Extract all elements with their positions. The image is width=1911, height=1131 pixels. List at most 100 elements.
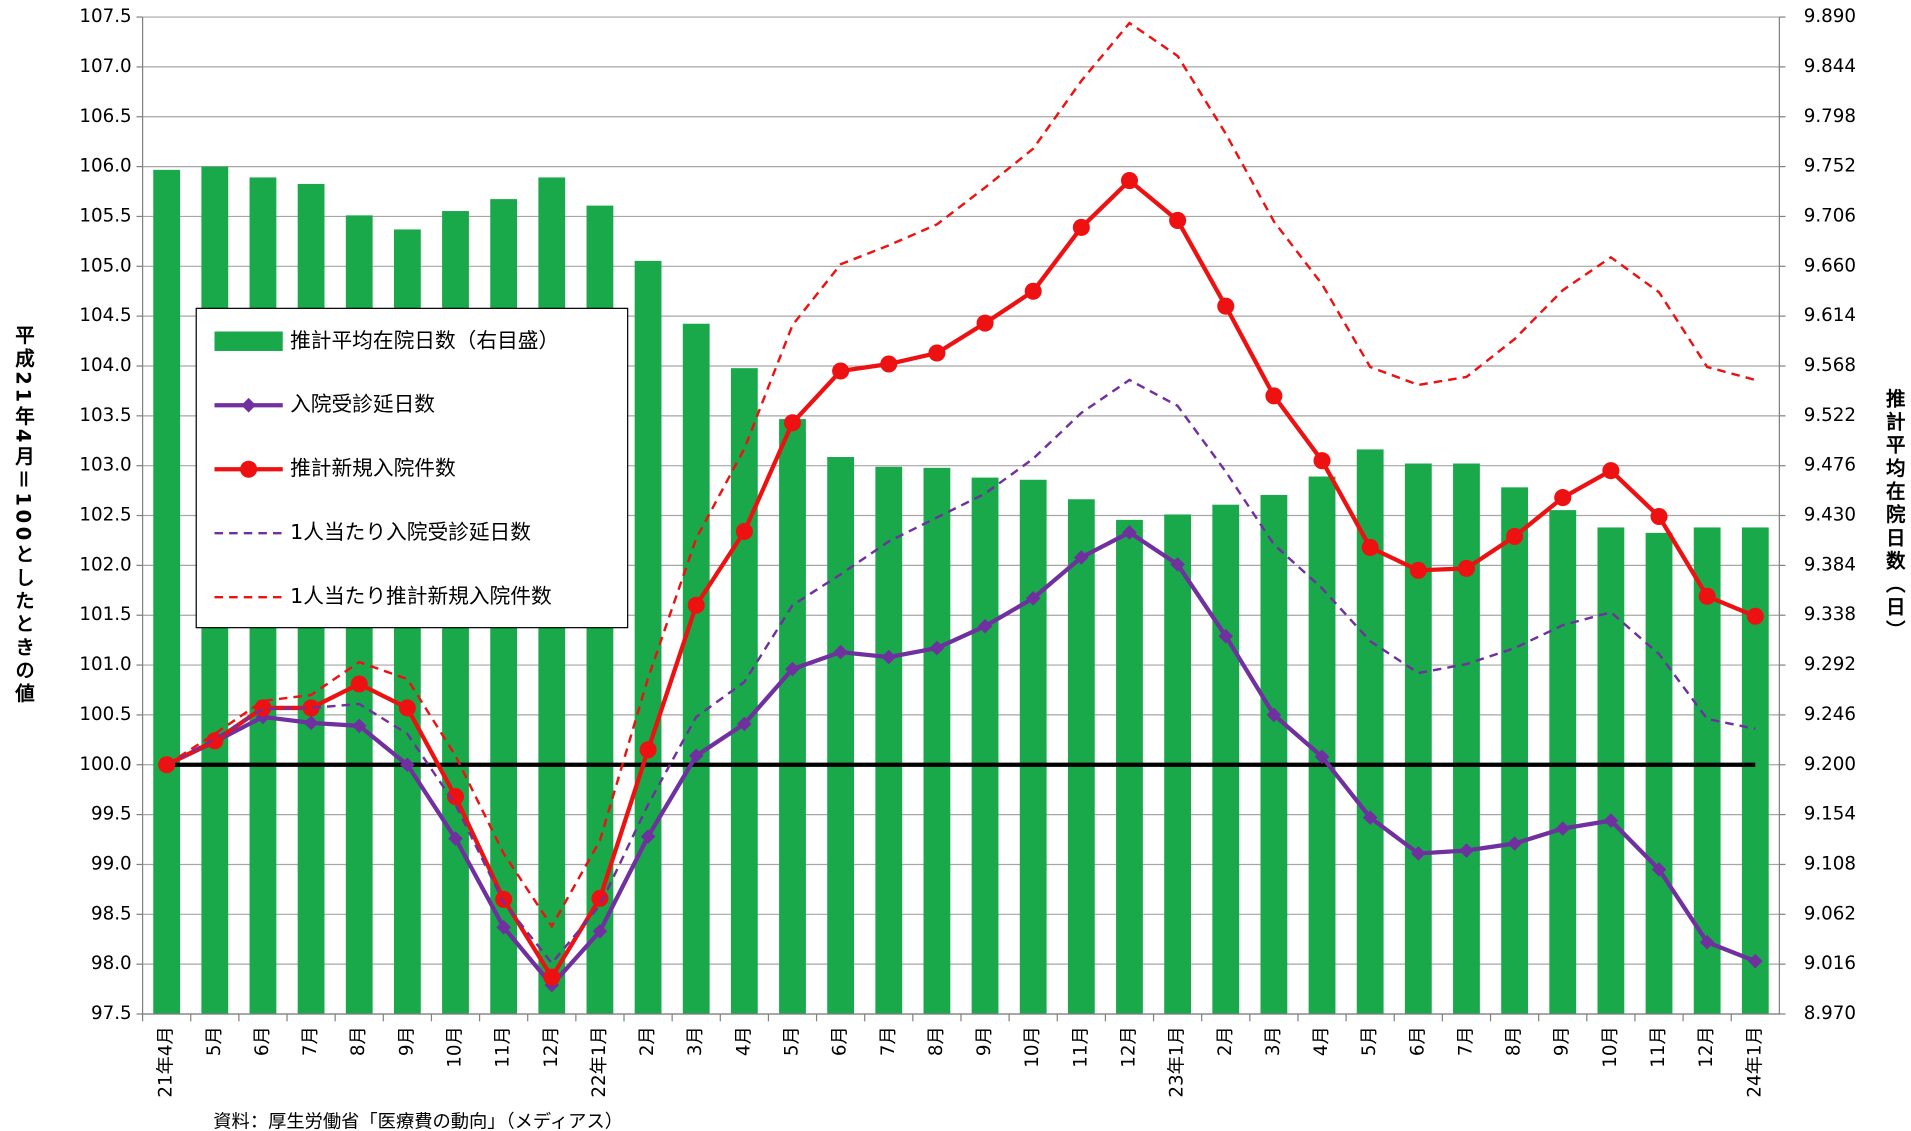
marker (735, 522, 753, 541)
bar (634, 260, 662, 1014)
x-tick-label: 9月 (396, 1026, 417, 1056)
y-tick-label: 107.5 (79, 6, 131, 27)
marker (1651, 862, 1667, 877)
marker (929, 640, 945, 656)
bar (827, 457, 855, 1014)
y-tick-label: 106.5 (79, 106, 131, 127)
line (165, 530, 1757, 989)
x-tick-label: 10月 (1600, 1026, 1621, 1068)
x-tick-label: 8月 (1504, 1026, 1525, 1056)
y2-tick-label: 9.292 (1804, 654, 1856, 675)
marker (591, 889, 609, 907)
x-tick-label: 5月 (781, 1026, 802, 1056)
marker (881, 649, 897, 665)
y-axis-title: 平成21年4月＝100としたときの値 (11, 325, 35, 706)
y2-tick-label: 9.844 (1804, 56, 1856, 77)
marker (1024, 282, 1042, 300)
marker (1457, 559, 1475, 577)
axes: 97.5 98.0 98.5 99.0 99.5 100.0 100.5 101.0 101.5… (79, 6, 1856, 1098)
marker (833, 644, 848, 660)
marker (1313, 452, 1331, 470)
marker (1650, 507, 1668, 526)
marker (737, 716, 752, 732)
x-tick-label: 12月 (541, 1026, 562, 1068)
x-tick-label: 3月 (1263, 1026, 1284, 1056)
marker (1506, 527, 1524, 545)
marker (1507, 836, 1522, 851)
x-tick-label: 11月 (493, 1026, 514, 1068)
marker (400, 757, 415, 773)
legend-label: 推計平均在院日数（右目盛） (290, 328, 559, 352)
legend-label: 1人当たり推計新規入院件数 (290, 584, 552, 608)
marker (1409, 561, 1427, 579)
y2-tick-label: 9.384 (1804, 554, 1856, 575)
y2-tick-label: 9.016 (1804, 953, 1856, 974)
y-tick-label: 98.5 (91, 903, 132, 924)
bar (1549, 510, 1577, 1014)
marker (398, 699, 416, 717)
x-tick-label: 12月 (1118, 1026, 1139, 1068)
y2-tick-label: 9.568 (1804, 355, 1856, 376)
source-note: 資料：厚生労働省「医療費の動向」（メディアス） (213, 1111, 623, 1131)
marker (783, 414, 802, 432)
marker (1362, 810, 1378, 825)
y-tick-label: 104.0 (79, 355, 131, 376)
legend-swatch (214, 331, 283, 351)
marker (350, 675, 368, 693)
y2-tick-label: 9.476 (1804, 455, 1856, 476)
y-tick-label: 105.0 (79, 255, 131, 276)
marker (1265, 387, 1283, 405)
marker (639, 741, 657, 759)
marker (1072, 218, 1090, 236)
legend-label: 1人当たり入院受診延日数 (290, 520, 531, 544)
y2-tick-label: 9.614 (1804, 305, 1856, 326)
bar (779, 419, 806, 1015)
x-tick-label: 12月 (1696, 1026, 1717, 1068)
bar (730, 368, 758, 1015)
bar (923, 467, 951, 1014)
y-tick-label: 102.0 (79, 554, 131, 575)
bar (682, 323, 710, 1014)
legend-label: 入院受診延日数 (290, 392, 435, 416)
y-tick-label: 103.0 (79, 455, 131, 476)
bar (1116, 519, 1143, 1014)
y-tick-label: 103.5 (79, 405, 131, 426)
x-tick-label: 7月 (878, 1026, 899, 1056)
legend-label: 推計新規入院件数 (290, 456, 456, 480)
bar (1453, 463, 1480, 1015)
bar (1645, 532, 1673, 1014)
marker (1314, 749, 1330, 765)
x-tick-label: 2月 (637, 1026, 658, 1056)
x-tick-label: 9月 (1552, 1026, 1573, 1056)
y2-tick-label: 9.890 (1804, 6, 1856, 27)
bar (1693, 527, 1721, 1014)
marker (1555, 821, 1571, 836)
y-tick-label: 101.0 (79, 654, 131, 675)
marker (640, 829, 656, 844)
marker (496, 919, 511, 935)
bar (1501, 487, 1529, 1014)
marker (448, 831, 463, 846)
y2-tick-label: 9.752 (1804, 156, 1856, 177)
y2-tick-label: 9.200 (1804, 754, 1856, 775)
marker (1698, 587, 1716, 605)
x-tick-label: 2月 (1215, 1026, 1236, 1056)
marker (687, 596, 705, 614)
x-tick-label: 9月 (974, 1026, 995, 1056)
x-tick-label: 23年1月 (1167, 1026, 1188, 1097)
marker (880, 355, 898, 373)
x-tick-label: 6月 (1407, 1026, 1428, 1056)
bar (1404, 463, 1432, 1015)
y-tick-label: 104.5 (79, 305, 131, 326)
marker (1603, 813, 1619, 828)
y2-tick-label: 9.430 (1804, 505, 1856, 526)
marker (1361, 538, 1379, 556)
y-tick-label: 100.5 (79, 704, 131, 725)
legend-marker (240, 460, 258, 478)
marker (1554, 489, 1572, 507)
marker (1459, 843, 1474, 858)
x-tick-label: 10月 (1022, 1026, 1043, 1068)
y2-tick-label: 9.246 (1804, 704, 1856, 725)
x-tick-label: 11月 (1070, 1026, 1091, 1068)
